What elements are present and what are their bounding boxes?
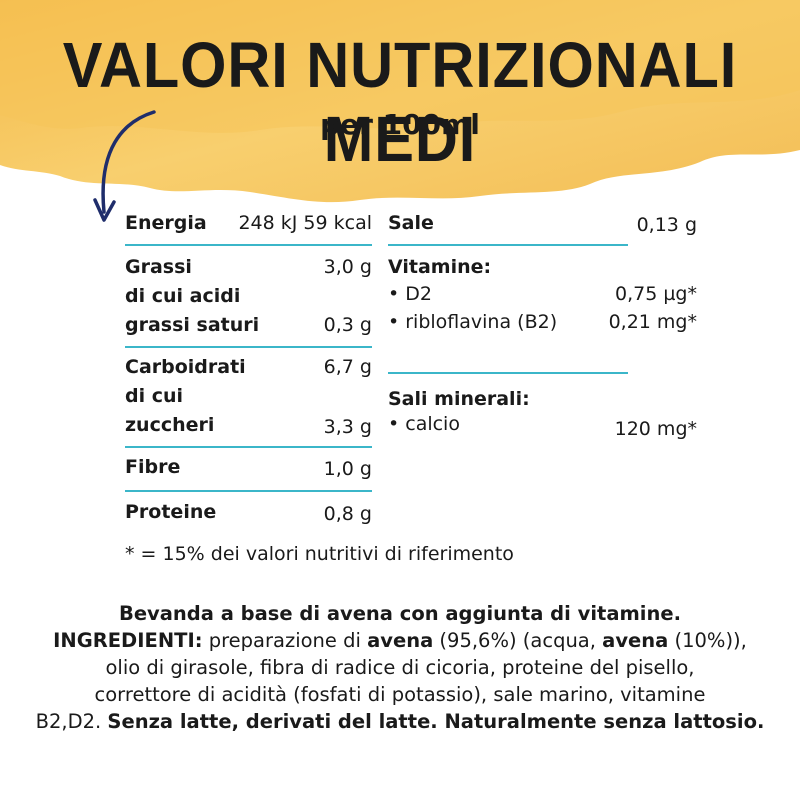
calcio-label: • calcio — [388, 413, 460, 435]
page-subtitle: per 100ml — [320, 108, 480, 141]
row-divider — [125, 490, 372, 492]
proteine-label: Proteine — [125, 501, 217, 523]
row-divider — [125, 346, 372, 348]
page-title: VALORI NUTRIZIONALI MEDI — [62, 29, 738, 175]
allergen-claim: Senza latte, derivati del latte. Natural… — [107, 710, 765, 733]
proteine-value: 0,8 g — [323, 503, 372, 525]
zuccheri-label: zuccheri — [125, 414, 215, 436]
vitamine-label: Vitamine: — [388, 256, 492, 278]
ingredients-line: B2,D2. Senza latte, derivati del latte. … — [30, 708, 770, 735]
footnote: * = 15% dei valori nutritivi di riferime… — [125, 543, 514, 565]
grassi-saturi-label: grassi saturi — [125, 314, 260, 336]
riboflavina-label: • ribloflavina (B2) — [388, 311, 558, 333]
ingredients-line: INGREDIENTI: preparazione di avena (95,6… — [30, 627, 770, 654]
grassi-saturi-value: 0,3 g — [323, 314, 372, 336]
grassi-value: 3,0 g — [323, 256, 372, 278]
row-divider — [388, 244, 628, 246]
ingredients-line: olio di girasole, fibra di radice di cic… — [105, 656, 695, 679]
ingredients-text: (95,6%) (acqua, — [433, 629, 603, 652]
ingredient-highlight: avena — [367, 629, 434, 652]
sali-minerali-label: Sali minerali: — [388, 388, 530, 410]
carboidrati-label: Carboidrati — [125, 356, 246, 378]
row-divider — [388, 372, 628, 374]
grassi-label: Grassi — [125, 256, 192, 278]
row-divider — [125, 446, 372, 448]
sale-value: 0,13 g — [636, 214, 697, 236]
fibre-label: Fibre — [125, 456, 181, 478]
di-cui-label: di cui — [125, 385, 184, 407]
product-description: Bevanda a base di avena con aggiunta di … — [118, 602, 682, 625]
riboflavina-value: 0,21 mg* — [608, 311, 697, 333]
calcio-value: 120 mg* — [614, 418, 697, 440]
arrow-icon — [93, 110, 156, 222]
ingredients-label: INGREDIENTI: — [53, 629, 203, 652]
zuccheri-value: 3,3 g — [323, 416, 372, 438]
ingredients-text: preparazione di — [202, 629, 368, 652]
ingredients-block: Bevanda a base di avena con aggiunta di … — [30, 600, 770, 735]
row-divider — [125, 244, 372, 246]
ingredients-text: (10%)), — [668, 629, 747, 652]
ingredients-text: B2,D2. — [35, 710, 108, 733]
d2-label: • D2 — [388, 283, 432, 305]
carboidrati-value: 6,7 g — [323, 356, 372, 378]
sale-label: Sale — [388, 212, 434, 234]
fibre-value: 1,0 g — [323, 458, 372, 480]
ingredients-line: correttore di acidità (fosfati di potass… — [94, 683, 706, 706]
energia-label: Energia — [125, 212, 207, 234]
banner-background — [0, 0, 800, 203]
di-cui-acidi-label: di cui acidi — [125, 285, 241, 307]
ingredient-highlight: avena — [602, 629, 669, 652]
energia-value: 248 kJ 59 kcal — [238, 212, 372, 234]
d2-value: 0,75 µg* — [615, 283, 697, 305]
